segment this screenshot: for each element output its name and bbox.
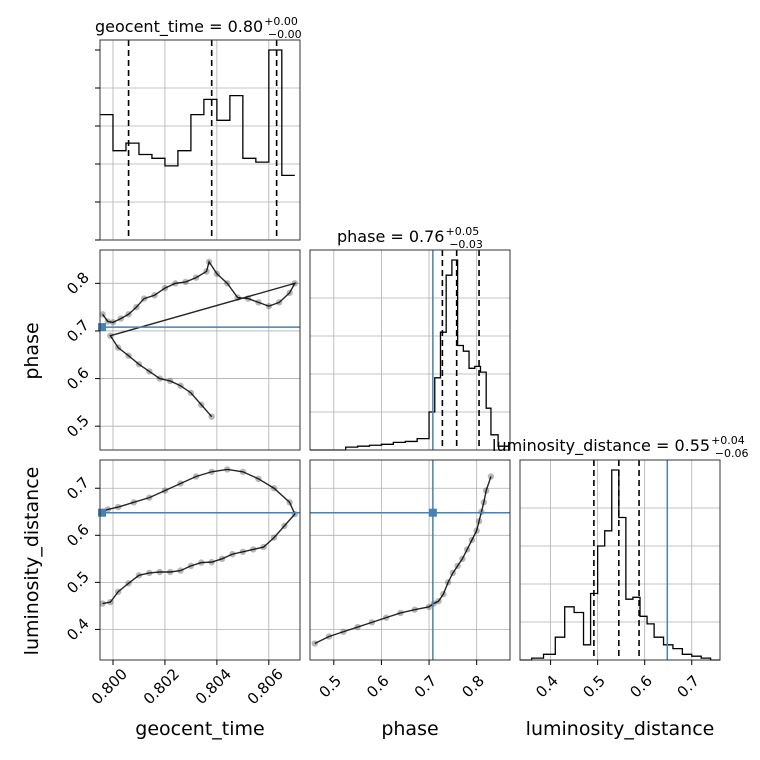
xtick-label-geocent-time: 0.802	[140, 665, 183, 708]
title-phase-plus: +0.05	[445, 225, 479, 238]
phase-vs-geocent-time-samples	[100, 258, 299, 420]
title-luminosity-distance-minus: −0.06	[715, 447, 749, 460]
xtick-label-luminosity-distance: 0.6	[626, 672, 656, 702]
ytick-label-luminosity-distance: 0.4	[63, 615, 93, 645]
luminosity-distance-vs-geocent-time-contour	[102, 468, 296, 605]
xtick-label-phase: 0.8	[458, 672, 488, 702]
title-geocent-time-minus: −0.00	[268, 28, 302, 41]
phase-vs-geocent-time-contour	[102, 260, 297, 418]
title-luminosity-distance: luminosity_distance = 0.55+0.04 −0.06	[492, 434, 749, 460]
xtick-label-phase: 0.5	[315, 672, 345, 702]
title-phase: phase = 0.76+0.05 −0.03	[337, 225, 483, 251]
luminosity-distance-vs-phase-truth-marker	[428, 508, 437, 517]
hist-geocent-time-frame	[99, 39, 301, 241]
luminosity-distance-vs-geocent-time-frame	[99, 459, 301, 661]
luminosity-distance-vs-phase-samples	[311, 473, 495, 647]
xlabel-phase: phase	[381, 718, 438, 740]
data-layer	[98, 40, 720, 661]
hist-line-luminosity-distance	[520, 469, 720, 661]
xtick-label-phase: 0.6	[363, 672, 393, 702]
grid-layer	[100, 40, 720, 660]
xtick-label-phase: 0.7	[411, 672, 441, 702]
title-luminosity-distance-plus: +0.04	[711, 434, 745, 447]
ytick-label-luminosity-distance: 0.6	[63, 520, 93, 550]
xlabel-luminosity-distance: luminosity_distance	[526, 718, 715, 740]
ytick-label-phase: 0.5	[63, 411, 93, 441]
phase-vs-geocent-time-frame	[99, 249, 301, 451]
ytick-label-phase: 0.6	[63, 364, 93, 394]
xtick-label-geocent-time: 0.804	[192, 665, 235, 708]
phase-vs-geocent-time-truth-marker	[98, 323, 106, 332]
luminosity-distance-vs-phase-frame	[309, 459, 511, 661]
ylabel-phase: phase	[21, 322, 43, 379]
xtick-label-geocent-time: 0.800	[88, 665, 131, 708]
xtick-label-luminosity-distance: 0.4	[532, 672, 562, 702]
xlabel-geocent-time: geocent_time	[135, 718, 264, 740]
ytick-label-phase: 0.7	[63, 316, 93, 346]
xtick-label-luminosity-distance: 0.7	[673, 672, 703, 702]
ytick-label-phase: 0.8	[63, 269, 93, 299]
xtick-label-luminosity-distance: 0.5	[579, 672, 609, 702]
ytick-label-luminosity-distance: 0.5	[63, 568, 93, 598]
ytick-label-luminosity-distance: 0.7	[63, 473, 93, 503]
xtick-label-geocent-time: 0.806	[244, 665, 287, 708]
title-geocent-time: geocent_time = 0.80+0.00 −0.00	[95, 15, 302, 41]
frame-layer	[99, 39, 721, 661]
luminosity-distance-vs-phase-contour	[314, 476, 492, 645]
hist-luminosity-distance-frame	[519, 459, 721, 661]
hist-line-phase	[310, 259, 510, 451]
title-geocent-time-plus: +0.00	[264, 15, 298, 28]
title-phase-minus: −0.03	[449, 238, 483, 251]
luminosity-distance-vs-geocent-time-truth-marker	[98, 508, 106, 517]
hist-phase-frame	[309, 249, 511, 451]
ylabel-luminosity-distance: luminosity_distance	[21, 467, 43, 656]
hist-line-geocent-time	[100, 49, 295, 177]
luminosity-distance-vs-geocent-time-samples	[100, 466, 299, 607]
